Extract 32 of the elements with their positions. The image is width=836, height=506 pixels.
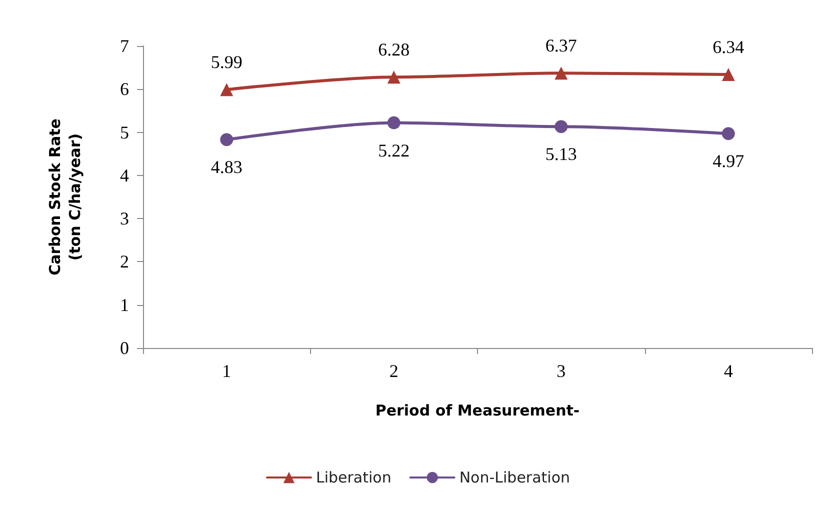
point bbox=[220, 133, 234, 146]
x-tick-label: 3 bbox=[556, 361, 566, 381]
point bbox=[220, 83, 234, 96]
data-label: 4.83 bbox=[210, 157, 242, 178]
y-tick-label: 0 bbox=[120, 338, 129, 358]
y-tick-label: 6 bbox=[120, 79, 129, 100]
point bbox=[722, 68, 735, 81]
y-tick-label: 1 bbox=[120, 294, 129, 315]
data-label: 5.99 bbox=[210, 52, 242, 72]
data-label: 6.34 bbox=[712, 36, 744, 57]
y-tick-label: 3 bbox=[120, 208, 129, 229]
y-tick-label: 5 bbox=[120, 122, 129, 142]
x-tick-label: 4 bbox=[724, 361, 733, 381]
point bbox=[554, 66, 568, 80]
y-tick-label: 4 bbox=[120, 165, 129, 186]
data-label: 4.97 bbox=[712, 151, 744, 172]
y-tick-label: 7 bbox=[120, 36, 129, 56]
y-axis-title: Carbon Stock Rate (ton C/ha/year) bbox=[46, 118, 84, 276]
y-tick-label: 2 bbox=[120, 252, 129, 272]
data-label: 6.28 bbox=[378, 40, 410, 60]
data-label: 5.22 bbox=[378, 140, 410, 160]
point bbox=[387, 70, 400, 84]
legend-label: Liberation bbox=[316, 468, 392, 486]
point bbox=[722, 127, 735, 140]
point bbox=[554, 120, 568, 134]
point bbox=[387, 116, 400, 130]
x-tick-label: 1 bbox=[222, 361, 232, 381]
legend-label: Non-Liberation bbox=[459, 468, 570, 486]
x-axis-title: Period of Measurement- bbox=[375, 402, 580, 420]
x-tick-label: 2 bbox=[389, 361, 398, 381]
data-label: 6.37 bbox=[545, 36, 577, 56]
data-label: 5.13 bbox=[545, 144, 577, 164]
